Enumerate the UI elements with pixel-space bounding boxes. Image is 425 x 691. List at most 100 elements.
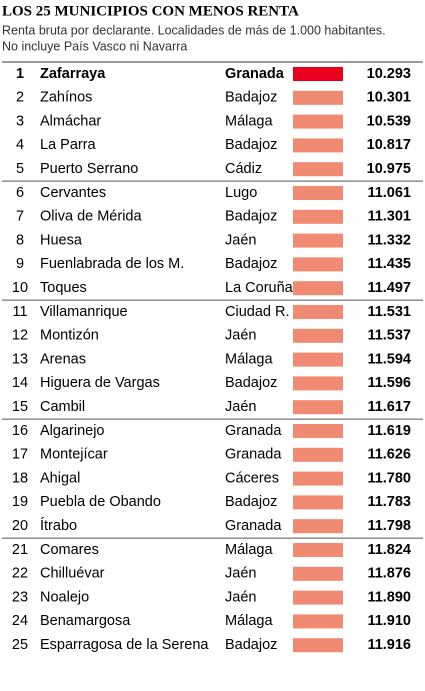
bar xyxy=(293,590,343,605)
title: LOS 25 MUNICIPIOS CON MENOS RENTA xyxy=(2,3,299,19)
income: 11.619 xyxy=(367,423,411,439)
province: Ciudad R. xyxy=(225,304,289,320)
bar xyxy=(293,519,343,534)
rank: 21 xyxy=(12,542,28,558)
income: 11.798 xyxy=(367,518,411,534)
municipality: Algarinejo xyxy=(40,423,105,439)
municipality: Esparragosa de la Serena xyxy=(40,637,209,653)
rank: 1 xyxy=(16,66,24,82)
municipality: Noalejo xyxy=(40,589,89,605)
province: Granada xyxy=(225,423,282,439)
income: 10.293 xyxy=(367,66,411,82)
province: Jaén xyxy=(225,399,256,415)
province: Jaén xyxy=(225,589,256,605)
municipality: Villamanrique xyxy=(40,304,128,320)
income: 11.910 xyxy=(367,613,411,629)
province: Badajoz xyxy=(225,375,277,391)
province: Jaén xyxy=(225,232,256,248)
income: 11.435 xyxy=(367,256,411,272)
province: Málaga xyxy=(225,351,273,367)
bar xyxy=(293,162,343,177)
income: 11.916 xyxy=(367,637,411,653)
province: La Coruña xyxy=(225,280,294,296)
income: 11.626 xyxy=(367,447,411,463)
bar xyxy=(293,209,343,224)
note: No incluye País Vasco ni Navarra xyxy=(2,39,187,53)
income: 10.975 xyxy=(367,161,411,177)
bar xyxy=(293,114,343,129)
municipality: Zahínos xyxy=(40,90,92,106)
municipality: Almáchar xyxy=(40,113,101,129)
bar xyxy=(293,566,343,581)
province: Badajoz xyxy=(225,209,277,225)
rank: 25 xyxy=(12,637,28,653)
income: 11.301 xyxy=(367,209,411,225)
income: 11.061 xyxy=(367,185,411,201)
rank: 10 xyxy=(12,280,28,296)
rank: 4 xyxy=(16,137,24,153)
rank: 8 xyxy=(16,232,24,248)
municipality: Benamargosa xyxy=(40,613,131,629)
province: Badajoz xyxy=(225,137,277,153)
rank: 15 xyxy=(12,399,28,415)
bar xyxy=(293,614,343,629)
municipality: Montizón xyxy=(40,328,99,344)
municipality: Ítrabo xyxy=(40,517,77,534)
bar xyxy=(293,90,343,105)
municipality: Comares xyxy=(40,542,99,558)
income: 11.596 xyxy=(367,375,411,391)
income: 11.890 xyxy=(367,589,411,605)
income: 10.817 xyxy=(367,137,411,153)
province: Málaga xyxy=(225,542,273,558)
bar xyxy=(293,328,343,343)
bar xyxy=(293,186,343,200)
municipality: Chilluévar xyxy=(40,566,105,582)
bar xyxy=(293,138,343,153)
municipality: Puerto Serrano xyxy=(40,161,138,177)
bar xyxy=(293,424,343,438)
rank: 3 xyxy=(16,113,24,129)
rank: 18 xyxy=(12,470,28,486)
municipality: Montejícar xyxy=(40,447,108,463)
province: Málaga xyxy=(225,113,273,129)
bar xyxy=(293,233,343,248)
bar xyxy=(293,638,343,653)
municipality: Oliva de Mérida xyxy=(40,209,142,225)
province: Badajoz xyxy=(225,90,277,106)
bar xyxy=(293,257,343,272)
province: Badajoz xyxy=(225,494,277,510)
rank: 24 xyxy=(12,613,28,629)
income: 11.876 xyxy=(367,566,411,582)
income: 10.539 xyxy=(367,113,411,129)
province: Badajoz xyxy=(225,256,277,272)
rank: 11 xyxy=(12,304,27,320)
province: Lugo xyxy=(225,185,257,201)
municipality: Cambil xyxy=(40,399,85,415)
bar xyxy=(293,495,343,510)
income: 10.301 xyxy=(367,90,411,106)
rank: 2 xyxy=(16,90,24,106)
bar xyxy=(293,67,343,81)
rank: 12 xyxy=(12,328,28,344)
province: Cádiz xyxy=(225,161,262,177)
income: 11.783 xyxy=(367,494,411,510)
municipality: La Parra xyxy=(40,137,97,153)
province: Granada xyxy=(225,66,285,82)
province: Cáceres xyxy=(225,470,279,486)
income: 11.531 xyxy=(367,304,411,320)
bar xyxy=(293,352,343,367)
income: 11.497 xyxy=(367,280,411,296)
income: 11.332 xyxy=(367,232,411,248)
bar xyxy=(293,400,343,415)
rank: 9 xyxy=(16,256,24,272)
municipality: Arenas xyxy=(40,351,86,367)
bar xyxy=(293,305,343,319)
rank: 7 xyxy=(16,209,24,225)
rank: 13 xyxy=(12,351,28,367)
bar xyxy=(293,281,343,296)
province: Granada xyxy=(225,518,282,534)
rank: 14 xyxy=(12,375,28,391)
income: 11.780 xyxy=(367,470,411,486)
